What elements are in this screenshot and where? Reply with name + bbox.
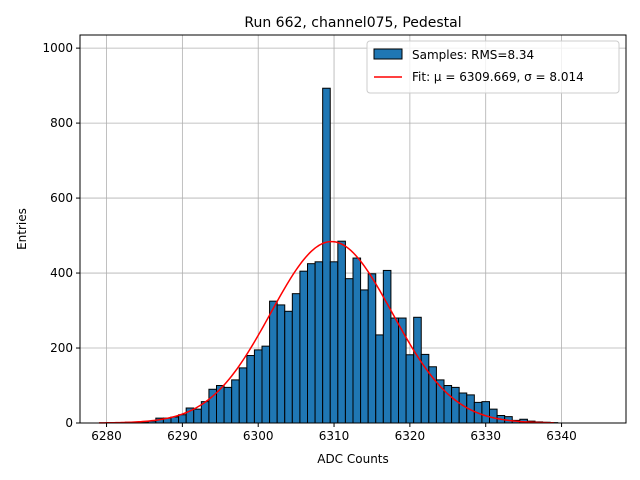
y-tick-label: 1000 [42, 41, 73, 55]
histogram-bar [360, 289, 369, 424]
histogram-bar [367, 273, 377, 424]
x-tick-label: 6280 [91, 429, 122, 443]
histogram-bar [178, 414, 187, 424]
histogram-bar [269, 300, 278, 424]
histogram-bar [193, 408, 202, 424]
legend-swatch-samples [373, 48, 403, 60]
histogram-bar [329, 261, 339, 424]
histogram-bar [322, 87, 331, 424]
legend-label-samples: Samples: RMS=8.34 [412, 48, 534, 62]
legend-label-fit: Fit: μ = 6309.669, σ = 8.014 [412, 70, 584, 84]
histogram-bar [337, 240, 346, 424]
histogram-bar [413, 316, 422, 424]
y-axis-ticks: 0 200 400 600 800 1000 [42, 41, 80, 430]
x-tick-label: 6330 [470, 429, 501, 443]
histogram-bar [291, 293, 301, 424]
histogram-bar [238, 367, 248, 424]
chart-title: Run 662, channel075, Pedestal [244, 15, 461, 31]
x-tick-label: 6290 [167, 429, 198, 443]
histogram-bar [489, 408, 498, 424]
histogram-bar [405, 354, 415, 424]
histogram-bar [375, 334, 384, 424]
histogram-bar [299, 270, 308, 424]
histogram-bar [276, 304, 286, 424]
x-axis-label: ADC Counts [317, 452, 389, 466]
histogram-bar [344, 278, 354, 424]
x-axis-ticks: 6280 6290 6300 6310 6320 6330 6340 [91, 423, 577, 443]
histogram-bar [284, 310, 293, 424]
histogram-bar [398, 317, 407, 424]
legend-box [366, 40, 620, 94]
y-tick-label: 0 [65, 416, 73, 430]
histogram-bar [458, 392, 468, 424]
y-tick-label: 800 [50, 116, 73, 130]
histogram-bar [223, 386, 233, 424]
x-tick-label: 6300 [243, 429, 274, 443]
x-tick-label: 6340 [546, 429, 577, 443]
histogram-bar [246, 355, 255, 424]
histogram-bar [352, 257, 362, 424]
histogram-bar [307, 263, 316, 424]
y-tick-label: 400 [50, 266, 73, 280]
y-axis-label: Entries [15, 208, 29, 250]
histogram-bar [390, 317, 399, 424]
x-tick-label: 6320 [395, 429, 426, 443]
fit-curve [98, 240, 554, 424]
histogram-bar [451, 386, 460, 424]
y-tick-label: 600 [50, 191, 73, 205]
histogram-bar [231, 379, 240, 424]
histogram-bar [261, 345, 271, 424]
histogram-bar [382, 269, 392, 424]
y-tick-label: 200 [50, 341, 73, 355]
histogram-bar [481, 401, 490, 424]
histogram-bars [109, 87, 559, 424]
x-tick-label: 6310 [319, 429, 350, 443]
legend: Samples: RMS=8.34 Fit: μ = 6309.669, σ =… [366, 40, 620, 94]
histogram-bar [314, 261, 324, 424]
histogram-bar [253, 349, 263, 424]
plot-frame [79, 34, 627, 424]
